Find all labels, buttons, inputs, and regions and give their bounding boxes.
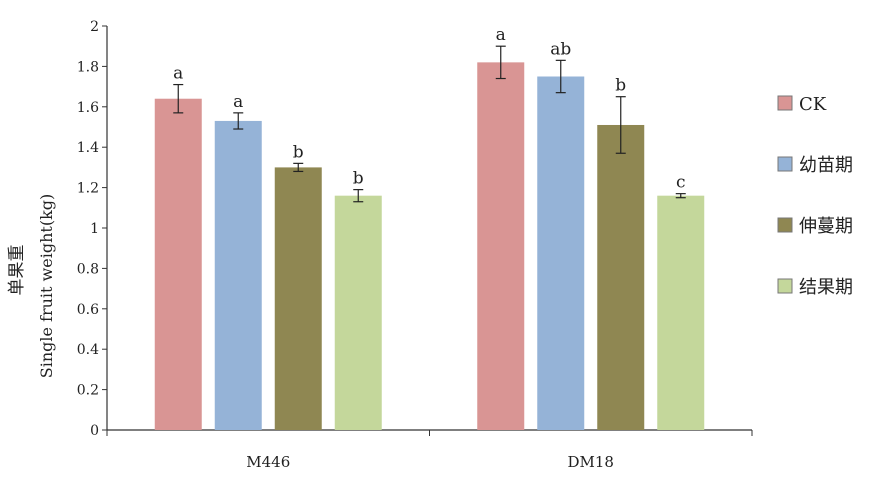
x-tick-label: M446 <box>246 453 290 471</box>
legend-swatch <box>777 156 793 172</box>
legend-swatch <box>777 95 793 111</box>
significance-label: b <box>293 142 304 162</box>
y-tick-label: 0.6 <box>77 302 99 318</box>
y-tick-label: 1 <box>90 221 99 237</box>
y-tick-label: 2 <box>90 19 99 35</box>
bar <box>537 76 585 430</box>
y-tick-label: 1.2 <box>77 181 99 197</box>
y-axis: 0 0.2 0.4 0.6 0.8 1 1.2 1.4 1.6 1.8 2 <box>77 19 108 439</box>
y-tick-label: 0.2 <box>77 383 99 399</box>
bar <box>274 167 322 430</box>
bar <box>657 195 705 430</box>
significance-label: b <box>353 169 364 189</box>
x-tick-label: DM18 <box>568 453 614 471</box>
legend-label: 幼苗期 <box>799 155 853 176</box>
y-axis-label-en: Single fruit weight(kg) <box>37 194 56 378</box>
bar <box>477 62 525 431</box>
y-tick-label: 1.6 <box>77 100 99 116</box>
legend-label: 结果期 <box>799 277 853 298</box>
legend-item: 结果期 <box>777 277 853 298</box>
significance-label: a <box>233 92 243 112</box>
significance-label: c <box>676 173 686 193</box>
legend-item: CK <box>777 94 827 115</box>
significance-label: ab <box>550 39 571 59</box>
legend-swatch <box>777 278 793 294</box>
legend-label: CK <box>799 94 827 115</box>
y-tick-label: 0.4 <box>77 342 99 358</box>
y-tick-label: 0.8 <box>77 261 99 277</box>
legend-item: 伸蔓期 <box>777 216 853 237</box>
significance-label: a <box>496 25 506 45</box>
legend-item: 幼苗期 <box>777 155 853 176</box>
bar <box>214 120 262 430</box>
legend-label: 伸蔓期 <box>799 216 853 237</box>
significance-label: a <box>173 64 183 84</box>
y-axis-label-cn: 单果重 <box>7 245 27 296</box>
y-tick-label: 1.4 <box>77 140 99 156</box>
bar <box>154 98 202 430</box>
legend-swatch <box>777 217 793 233</box>
significance-label: b <box>615 76 626 96</box>
x-axis: M446 DM18 <box>106 429 753 471</box>
bar <box>334 195 382 430</box>
bar <box>597 124 645 430</box>
y-tick-label: 0 <box>90 423 99 439</box>
y-tick-label: 1.8 <box>77 59 99 75</box>
